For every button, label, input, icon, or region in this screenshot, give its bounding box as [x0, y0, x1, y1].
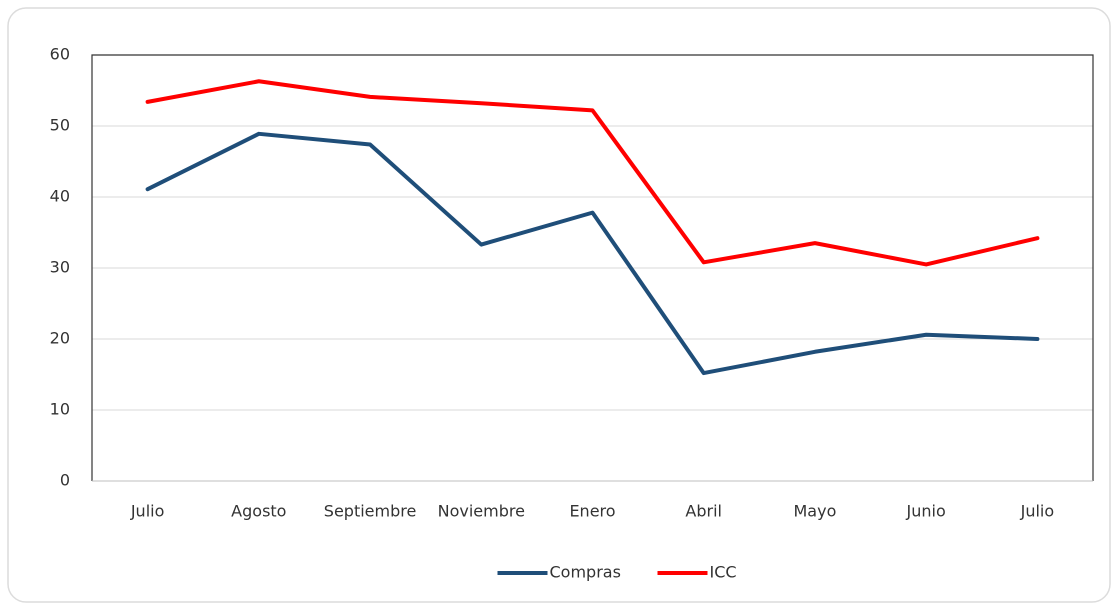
x-tick-label: Julio — [1020, 502, 1055, 521]
series-line — [145, 131, 1040, 376]
x-tick-label: Noviembre — [438, 502, 525, 521]
y-tick-label: 60 — [50, 45, 70, 64]
y-tick-label: 0 — [60, 471, 70, 490]
legend-label: Compras — [550, 563, 621, 582]
y-tick-label: 20 — [50, 329, 70, 348]
x-tick-label: Abril — [685, 502, 722, 521]
y-tick-label: 40 — [50, 187, 70, 206]
y-tick-label: 50 — [50, 116, 70, 135]
y-tick-label: 10 — [50, 400, 70, 419]
x-tick-label: Enero — [569, 502, 615, 521]
card — [7, 7, 1111, 603]
series-line — [145, 79, 1040, 267]
x-tick-label: Septiembre — [324, 502, 417, 521]
x-tick-label: Julio — [130, 502, 165, 521]
plot-frame — [91, 54, 1094, 481]
x-tick-label: Mayo — [794, 502, 837, 521]
x-tick-label: Agosto — [231, 502, 286, 521]
y-tick-label: 30 — [50, 258, 70, 277]
x-tick-label: Junio — [906, 502, 946, 521]
legend-label: ICC — [710, 563, 737, 582]
